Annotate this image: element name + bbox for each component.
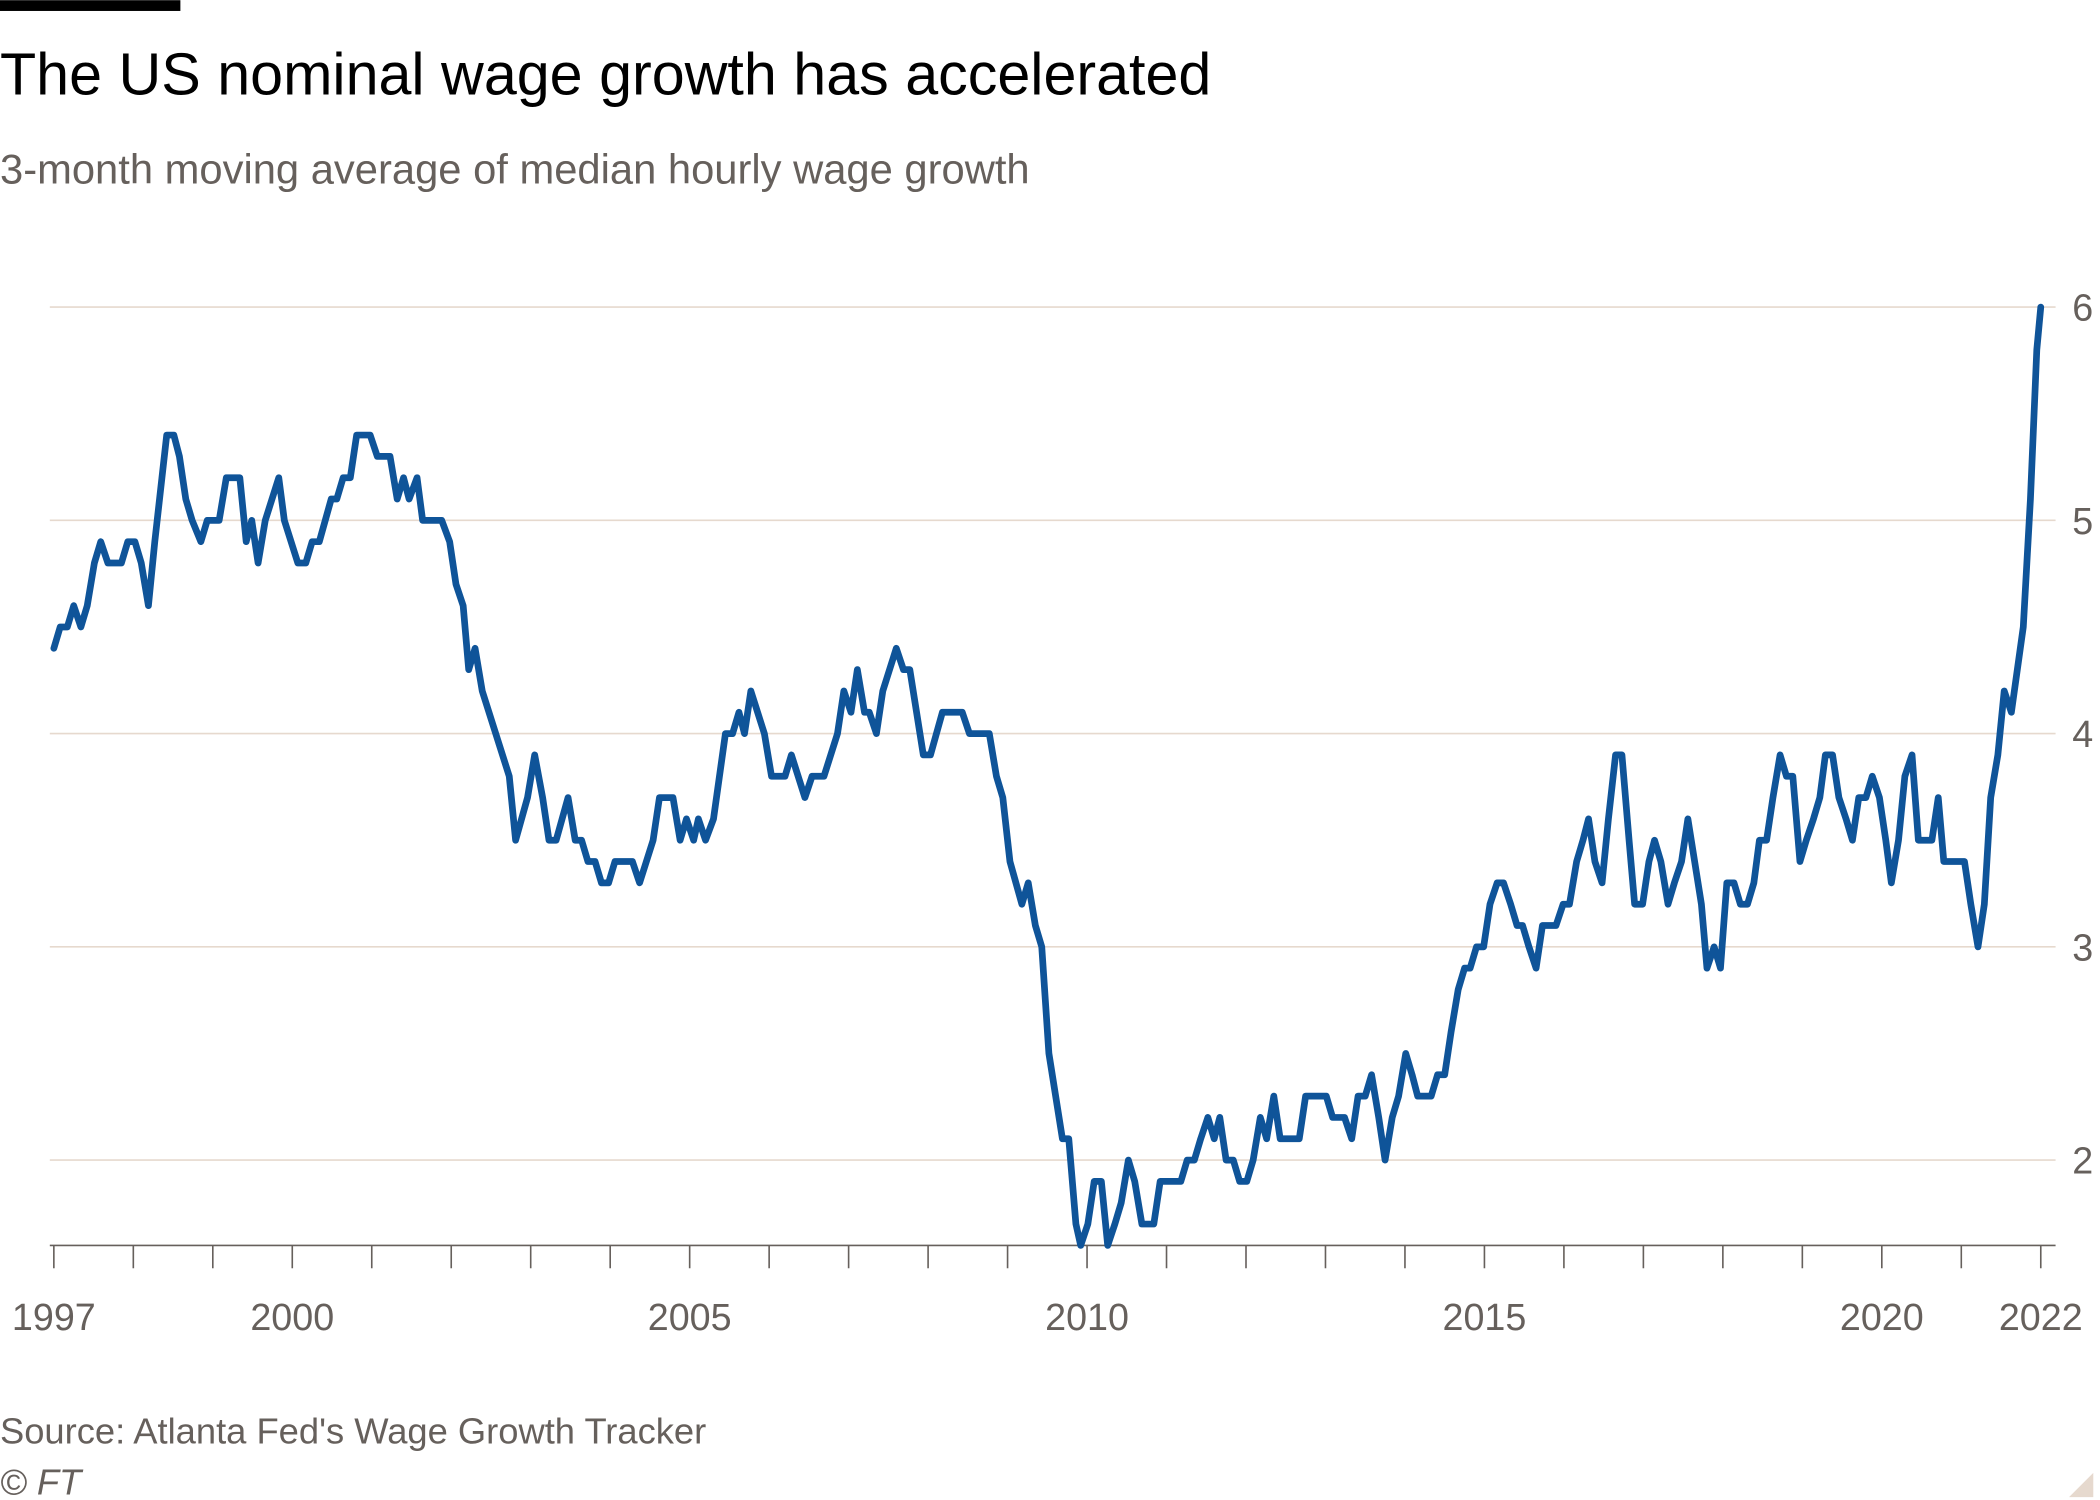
x-tick-label: 2010: [1045, 1296, 1129, 1338]
y-tick-label: 3: [2072, 926, 2093, 968]
y-tick-label: 6: [2072, 287, 2093, 329]
chart-subtitle: 3-month moving average of median hourly …: [0, 145, 1030, 192]
corner-mark: [2069, 1472, 2094, 1498]
x-tick-label: 2000: [250, 1296, 334, 1338]
chart-title: The US nominal wage growth has accelerat…: [0, 40, 1211, 107]
x-tick-label: 2015: [1443, 1296, 1527, 1338]
source: Source: Atlanta Fed's Wage Growth Tracke…: [0, 1410, 706, 1451]
y-tick-label: 5: [2072, 500, 2093, 542]
data-line: [50, 303, 2045, 1249]
y-tick-label: 4: [2072, 713, 2093, 755]
x-tick-label: 2022: [1999, 1296, 2083, 1338]
x-tick-label: 1997: [12, 1296, 96, 1338]
copyright: © FT: [0, 1461, 84, 1500]
x-tick-label: 2005: [648, 1296, 732, 1338]
y-tick-label: 2: [2072, 1140, 2093, 1182]
brand-bar: [0, 0, 181, 11]
x-tick-label: 2020: [1840, 1296, 1924, 1338]
